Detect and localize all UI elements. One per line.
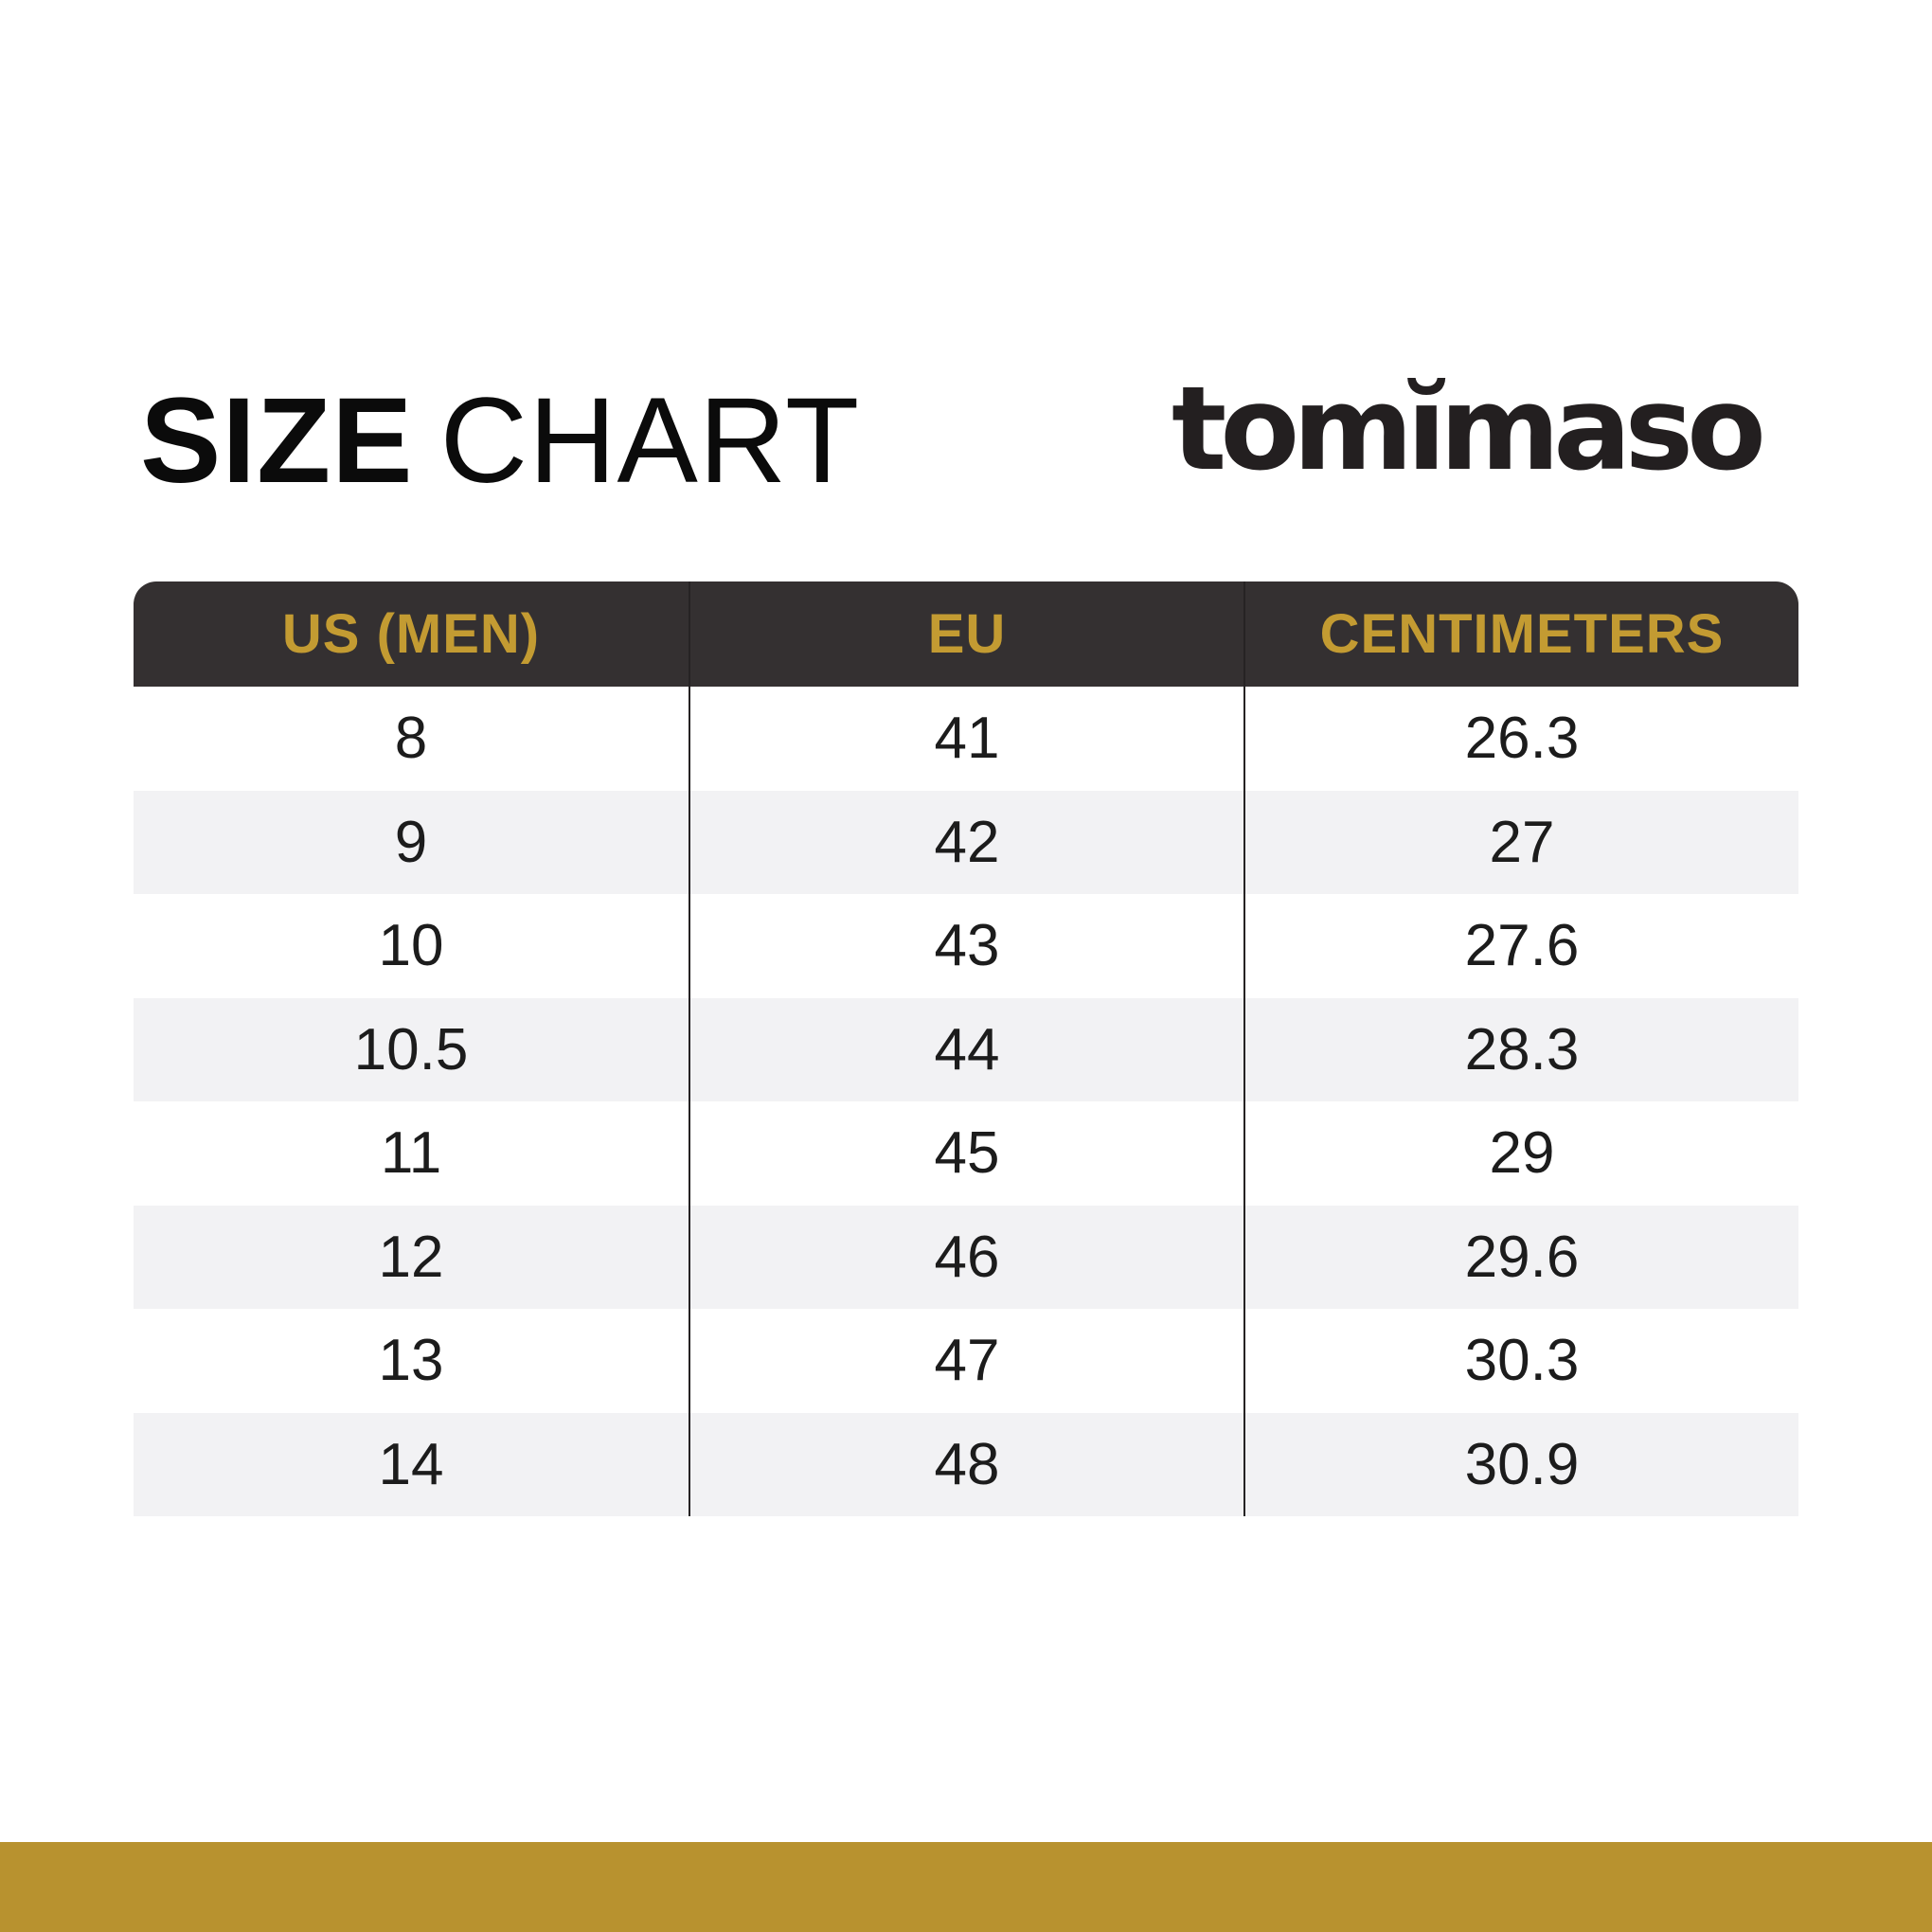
cell-eu: 46	[689, 1205, 1243, 1309]
cell-cm: 26.3	[1243, 687, 1798, 791]
size-table: US (MEN) EU CENTIMETERS 8 41 26.3 9 42 2…	[134, 581, 1798, 1516]
cell-eu: 42	[689, 790, 1243, 894]
cell-us: 10	[378, 913, 444, 979]
cell-cm: 27.6	[1243, 894, 1798, 998]
cell-eu: 48	[689, 1412, 1243, 1516]
size-table-body: 8 41 26.3 9 42 27 10 43 27.6 10.5 44 28.…	[134, 687, 1798, 1516]
cell-us: 10.5	[353, 1016, 469, 1082]
cell-us: 12	[378, 1224, 444, 1290]
cell-cm: 30.3	[1243, 1309, 1798, 1413]
table-row: 8 41 26.3	[134, 687, 1798, 791]
cell-cm: 29	[1243, 1101, 1798, 1206]
cell-cm: 29.6	[1243, 1205, 1798, 1309]
table-row: 11 45 29	[134, 1101, 1798, 1206]
table-row: 14 48 30.9	[134, 1412, 1798, 1516]
table-row: 9 42 27	[134, 790, 1798, 894]
header-us-men: US (MEN)	[281, 603, 541, 665]
page-title-size: SIZE	[140, 373, 414, 509]
cell-us: 9	[394, 809, 428, 875]
cell-eu: 43	[689, 894, 1243, 998]
cell-eu: 47	[689, 1309, 1243, 1413]
page-title: SIZE CHART	[140, 381, 860, 502]
cell-eu: 44	[689, 997, 1243, 1101]
header-centimeters: CENTIMETERS	[1243, 581, 1798, 687]
cell-us: 14	[378, 1431, 444, 1497]
cell-us: 11	[380, 1120, 442, 1187]
table-row: 10 43 27.6	[134, 894, 1798, 998]
cell-us: 13	[378, 1328, 444, 1394]
cell-eu: 45	[689, 1101, 1243, 1206]
gold-footer-bar	[0, 1842, 1932, 1932]
page-title-chart: CHART	[439, 373, 861, 509]
size-table-header-row: US (MEN) EU CENTIMETERS	[134, 581, 1798, 687]
cell-us: 8	[394, 706, 428, 772]
cell-cm: 28.3	[1243, 997, 1798, 1101]
header-eu: EU	[689, 581, 1243, 687]
cell-cm: 30.9	[1243, 1412, 1798, 1516]
brand-logo: tomĭmaso	[1172, 362, 1766, 496]
table-row: 13 47 30.3	[134, 1309, 1798, 1413]
table-row: 10.5 44 28.3	[134, 997, 1798, 1101]
table-row: 12 46 29.6	[134, 1205, 1798, 1309]
cell-cm: 27	[1243, 790, 1798, 894]
cell-eu: 41	[689, 687, 1243, 791]
